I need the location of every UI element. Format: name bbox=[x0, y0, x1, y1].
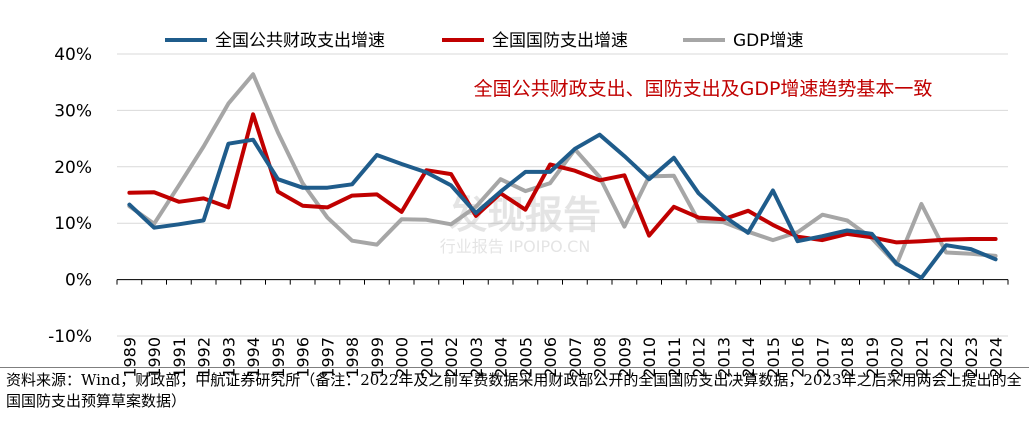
legend-label: 全国公共财政支出增速 bbox=[215, 31, 385, 51]
series-line bbox=[127, 132, 998, 280]
x-axis-ticks: 1989 1990 1991 1992 1993 1994 1995 1996 1997 1998… bbox=[116, 279, 1009, 378]
series-line bbox=[127, 112, 998, 245]
y-tick-label: 10% bbox=[54, 214, 92, 234]
series-lines bbox=[127, 72, 998, 280]
source-note: 资料来源：Wind，财政部，中航证券研究所（备注：2022年及之前军费数据采用财… bbox=[6, 371, 1022, 410]
y-tick-label: 20% bbox=[54, 158, 92, 178]
legend: 全国公共财政支出增速 全国国防支出增速 GDP增速 bbox=[165, 31, 804, 51]
y-axis-ticks: -10% 0% 10% 20% 30% 40% bbox=[48, 45, 92, 347]
watermark-logo: 发现报告 bbox=[449, 193, 601, 237]
y-tick-label: 30% bbox=[54, 101, 92, 121]
legend-label: 全国国防支出增速 bbox=[492, 31, 628, 51]
chart-annotation: 全国公共财政支出、国防支出及GDP增速趋势基本一致 bbox=[474, 78, 933, 100]
divider bbox=[0, 367, 1029, 368]
y-tick-label: 40% bbox=[54, 45, 92, 65]
legend-label: GDP增速 bbox=[733, 31, 804, 51]
watermark-text: 行业报告 IPOIPO.CN bbox=[440, 237, 591, 256]
y-tick-label: -10% bbox=[48, 327, 92, 347]
y-tick-label: 0% bbox=[65, 271, 92, 291]
